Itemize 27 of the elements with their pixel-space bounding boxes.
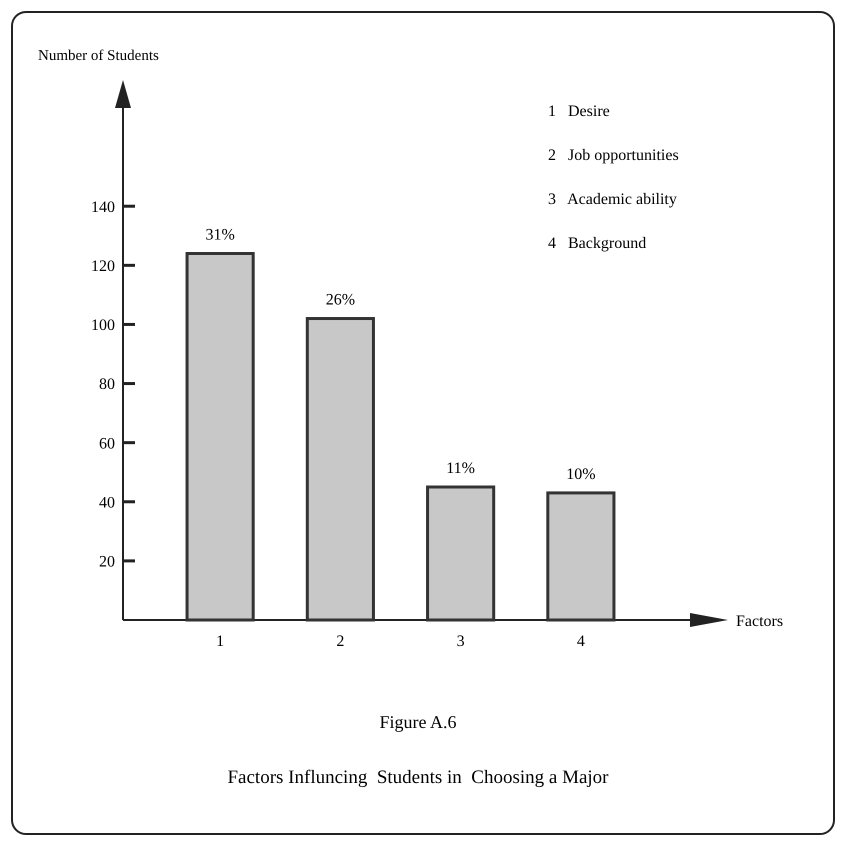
y-tick-label: 120	[91, 258, 115, 275]
y-tick-label: 40	[99, 494, 115, 512]
annotation: 26%	[326, 292, 356, 309]
x-tick-label: 2	[336, 633, 344, 650]
y-tick-label: 140	[91, 198, 115, 216]
bar	[426, 486, 496, 622]
x-tick-label: 4	[576, 633, 585, 650]
annotation: 10%	[566, 466, 596, 483]
y-tick-label: 100	[91, 317, 115, 334]
x-tick-label: 3	[456, 633, 465, 650]
bar	[546, 491, 616, 622]
text: Figure A.6	[379, 712, 457, 732]
y-tick-label: 80	[99, 376, 115, 394]
annotation: 3 Academic ability	[548, 191, 677, 208]
x-tick-label: 1	[216, 633, 224, 650]
annotation: 11%	[446, 460, 475, 477]
text: Factors Influncing Students in Choosing a Major	[227, 767, 610, 788]
y-axis-title: Number of Students	[38, 48, 159, 64]
annotation: 2 Job opportunities	[548, 147, 679, 164]
bar	[306, 317, 375, 622]
annotation: 4 Background	[548, 235, 646, 252]
y-tick-label: 60	[99, 435, 115, 452]
annotation: 31%	[205, 226, 235, 244]
y-tick-label: 20	[99, 553, 115, 570]
x-axis-title: Factors	[736, 613, 784, 630]
bar	[186, 252, 255, 622]
annotation: 1 Desire	[548, 103, 610, 120]
